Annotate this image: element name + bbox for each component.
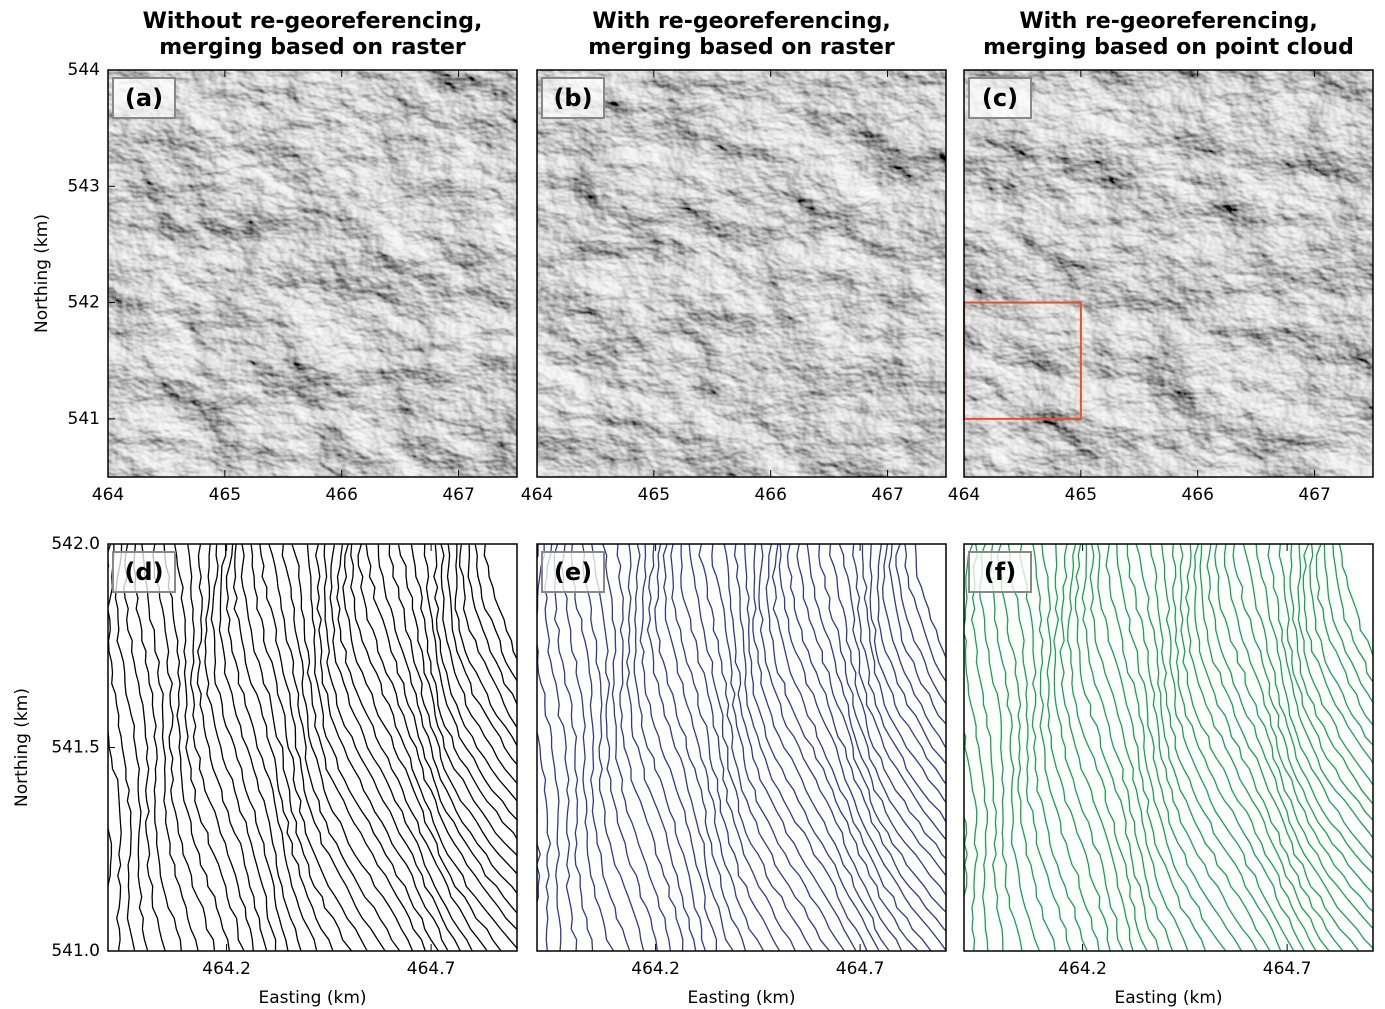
contour-line [205, 534, 280, 961]
panel-label: (a) [125, 84, 163, 112]
panel [964, 70, 1373, 477]
contour-line [1333, 534, 1385, 961]
contour-line [164, 534, 233, 961]
contour-line [460, 534, 700, 961]
x-tick-label: 467 [442, 485, 474, 505]
contour-line [324, 534, 467, 961]
x-axis-label: Easting (km) [258, 988, 366, 1008]
x-tick-label: 466 [1181, 485, 1213, 505]
hillshade-image [537, 70, 946, 477]
x-tick-label: 467 [871, 485, 903, 505]
contour-line [219, 534, 307, 961]
panel-title: Without re-georeferencing, [143, 9, 483, 34]
contour-line [500, 534, 516, 961]
y-tick-label: 543 [68, 176, 100, 196]
contour-line [773, 534, 941, 961]
contour-line [928, 534, 945, 961]
panel-title: merging based on point cloud [983, 35, 1354, 60]
contour-line [877, 534, 1094, 961]
panel-label: (e) [554, 558, 592, 586]
contour-line [634, 534, 708, 961]
hillshade-image [964, 70, 1373, 477]
contour-line [562, 534, 616, 961]
contour-line [292, 534, 431, 961]
y-tick-label: 541 [68, 409, 100, 429]
contour-line [484, 534, 751, 961]
x-tick-label: 465 [209, 485, 241, 505]
hillshade-image [108, 70, 517, 477]
x-tick-label: 464.2 [202, 959, 251, 979]
contour-line [980, 534, 1024, 961]
panel [918, 534, 1385, 961]
x-tick-label: 467 [1298, 485, 1330, 505]
y-axis-label: Northing (km) [32, 214, 52, 333]
contour-line [1317, 534, 1385, 961]
contour-line [972, 534, 1008, 961]
contour-line [1082, 534, 1180, 961]
contour-line [581, 534, 648, 961]
contour-line [211, 534, 293, 961]
panel-title: With re-georeferencing, [592, 9, 890, 34]
x-tick-label: 464.2 [631, 959, 680, 979]
x-tick-label: 464.2 [1058, 959, 1107, 979]
contour-line [753, 534, 894, 961]
contour-line [509, 534, 529, 961]
contour-line [721, 534, 860, 961]
contour-line [173, 534, 244, 961]
x-tick-label: 465 [1065, 485, 1097, 505]
x-tick-label: 464.7 [407, 959, 456, 979]
panel-title: merging based on raster [159, 35, 466, 60]
x-tick-label: 465 [638, 485, 670, 505]
y-axis-label: Northing (km) [12, 688, 32, 807]
contour-line [1098, 534, 1215, 961]
panel-label: (f) [984, 558, 1016, 586]
contour-line [124, 534, 170, 961]
panel [490, 534, 1178, 961]
x-tick-label: 464 [948, 485, 980, 505]
contour-line [663, 534, 768, 961]
panel-label: (c) [982, 84, 1018, 112]
contour-line [766, 534, 922, 961]
contour-line [411, 534, 617, 961]
contour-line [1060, 534, 1134, 961]
y-tick-label: 542.0 [51, 534, 100, 554]
contour-line [197, 534, 266, 961]
contour-line [1289, 534, 1385, 961]
contour-line [234, 534, 341, 961]
contour-line [554, 534, 597, 961]
contour-line [337, 534, 494, 961]
contour-line [744, 534, 883, 961]
contour-line [475, 534, 734, 961]
contour-line [251, 534, 375, 961]
x-tick-label: 464.7 [1263, 959, 1312, 979]
x-tick-label: 466 [754, 485, 786, 505]
panel-label: (d) [124, 558, 163, 586]
contour-line [1207, 534, 1384, 961]
contour-line [592, 534, 663, 961]
figure: (a)Without re-georeferencing,merging bas… [0, 0, 1385, 1009]
contour-line [432, 534, 640, 961]
contour-line [915, 534, 1178, 961]
contour-line [1215, 534, 1385, 961]
y-tick-label: 541.0 [51, 941, 100, 961]
y-tick-label: 542 [68, 293, 100, 313]
contour-line [954, 534, 977, 961]
panel-label: (b) [553, 84, 592, 112]
panel [537, 70, 946, 477]
x-tick-label: 464 [92, 485, 124, 505]
panel-title: With re-georeferencing, [1019, 9, 1317, 34]
x-tick-label: 464 [521, 485, 553, 505]
y-tick-label: 541.5 [51, 738, 100, 758]
contour-line [1298, 534, 1385, 961]
y-tick-label: 544 [68, 60, 100, 80]
x-tick-label: 466 [325, 485, 357, 505]
x-axis-label: Easting (km) [687, 988, 795, 1008]
contour-line [241, 534, 355, 961]
x-axis-label: Easting (km) [1114, 988, 1222, 1008]
x-tick-label: 464.7 [836, 959, 885, 979]
contour-line [963, 534, 990, 961]
panel [108, 70, 517, 477]
contour-line [468, 534, 719, 961]
panel-title: merging based on raster [588, 35, 895, 60]
